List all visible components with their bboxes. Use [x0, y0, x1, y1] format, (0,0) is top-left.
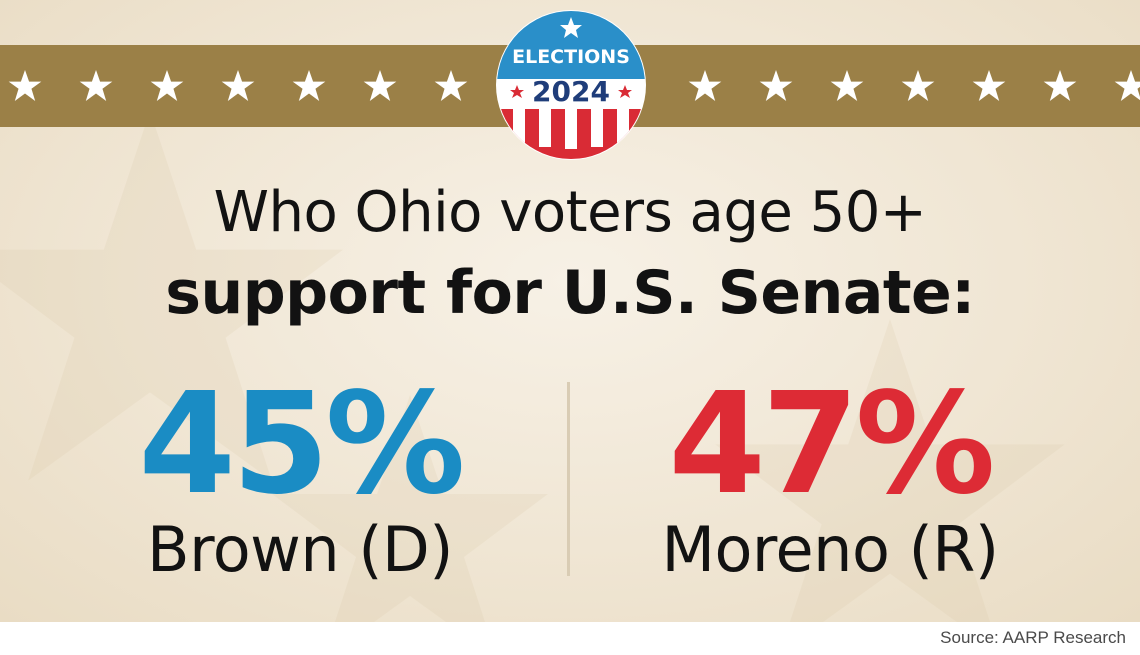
star-icon: [759, 70, 793, 101]
result-moreno: 47% Moreno (R): [550, 363, 1110, 586]
source-credit: Source: AARP Research: [940, 628, 1126, 647]
star-icon: [363, 70, 397, 101]
moreno-percent: 47%: [668, 363, 995, 526]
right-star-row: [688, 45, 1140, 127]
headline-line-1: Who Ohio voters age 50+: [213, 180, 927, 245]
background-star-icon: [0, 111, 344, 481]
background-star-icon: [272, 395, 548, 622]
result-brown: 45% Brown (D): [20, 363, 580, 586]
star-icon: [830, 70, 864, 101]
left-star-row: [8, 45, 468, 127]
star-icon: [434, 70, 468, 101]
brown-percent: 45%: [138, 363, 465, 526]
star-icon: [901, 70, 935, 101]
brown-candidate: Brown (D): [147, 513, 453, 586]
star-icon: [221, 70, 255, 101]
star-icon: [79, 70, 113, 101]
moreno-candidate: Moreno (R): [661, 513, 999, 586]
background-star-icon: [715, 319, 1065, 622]
elections-2024-badge-icon: ELECTIONS 2024: [496, 10, 646, 160]
star-icon: [292, 70, 326, 101]
star-icon: [972, 70, 1006, 101]
star-icon: [688, 70, 722, 101]
star-icon: [150, 70, 184, 101]
headline-line-2: support for U.S. Senate:: [165, 258, 975, 328]
star-icon: [1043, 70, 1077, 101]
badge-line2: 2024: [532, 75, 610, 108]
star-icon: [1114, 70, 1140, 101]
star-icon: [8, 70, 42, 101]
infographic-canvas: ELECTIONS 2024 Who Ohio voters age 50+ s…: [0, 0, 1140, 622]
badge-line1: ELECTIONS: [512, 46, 630, 68]
divider: [567, 382, 570, 576]
